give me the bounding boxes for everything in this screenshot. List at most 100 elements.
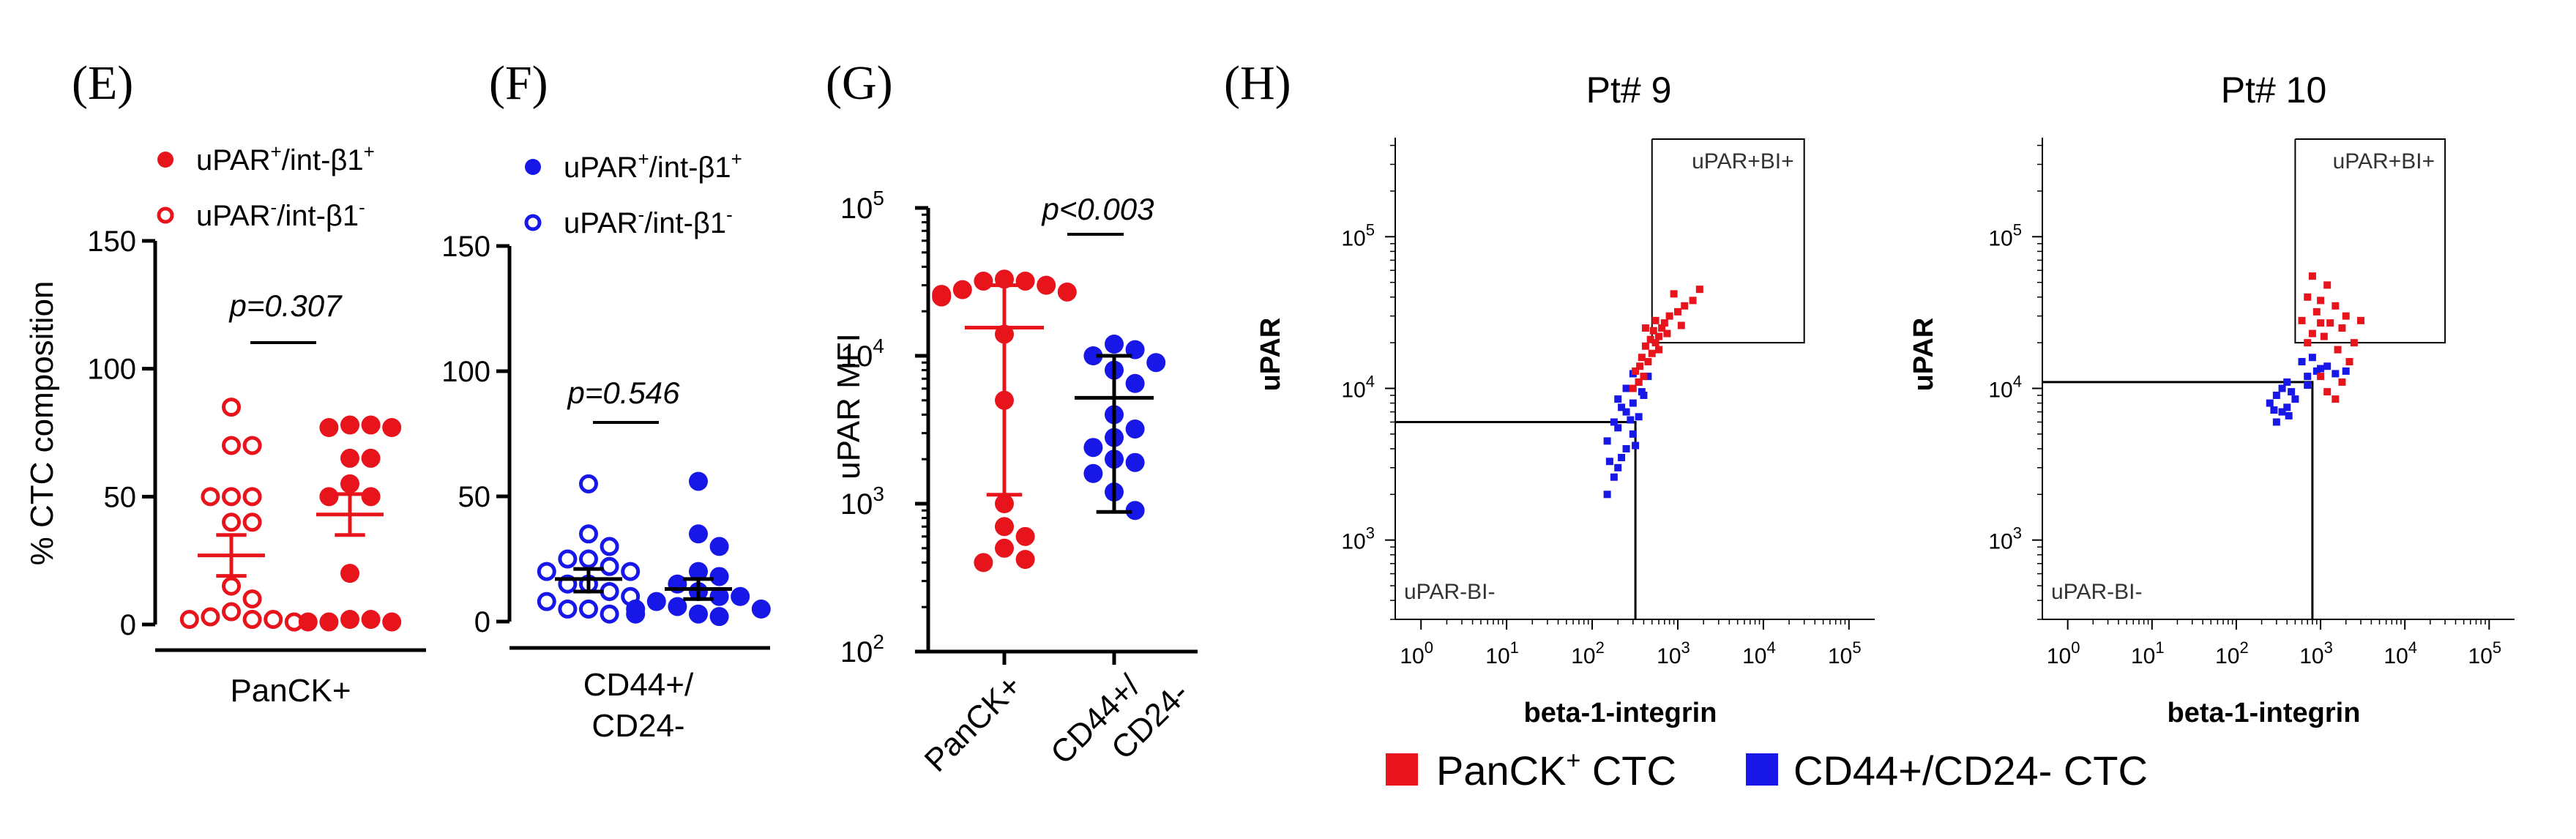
data-point-e-open	[222, 436, 241, 455]
data-point-f-open	[537, 562, 556, 581]
event-point	[2338, 378, 2346, 386]
data-point-f-open	[600, 581, 619, 601]
x-tick-label: 100	[2047, 638, 2080, 668]
data-point-f-open	[600, 556, 619, 576]
y-tick-label-e: 50	[104, 481, 137, 513]
gate-label-upper: uPAR+BI+	[2333, 149, 2435, 174]
legend-e: uPAR+/int-β1+ uPAR-/int-β1-	[157, 141, 375, 232]
data-point-g-0	[1057, 282, 1077, 302]
data-point-g-1	[1083, 438, 1103, 458]
legend-swatch-panck	[1386, 753, 1418, 786]
data-point-e-open	[222, 576, 241, 596]
gate-lower-left	[2042, 381, 2314, 619]
event-point	[1629, 384, 1637, 392]
data-point-g-0	[995, 517, 1014, 537]
y-tick-label-e: 100	[87, 354, 136, 386]
event-point	[2283, 403, 2291, 411]
data-point-e-filled	[382, 612, 402, 632]
x-tick-label: 103	[1657, 638, 1690, 668]
points-g	[932, 269, 1166, 573]
data-point-g-1	[1125, 452, 1145, 472]
event-point	[1635, 378, 1643, 386]
data-point-f-open	[579, 524, 598, 544]
event-point	[2317, 297, 2325, 305]
event-point	[2288, 388, 2296, 396]
y-tick-label: 105	[1988, 220, 2022, 250]
panel-label-h: (H)	[1224, 56, 1291, 110]
event-point	[1614, 424, 1622, 432]
event-point	[2312, 307, 2321, 316]
data-point-f-open	[579, 549, 598, 569]
y-axis-g: 102 103 104 105	[840, 187, 930, 668]
event-point	[1614, 395, 1622, 403]
event-point	[2323, 362, 2332, 370]
x-tick-label: 105	[2468, 638, 2502, 668]
event-point	[2304, 373, 2312, 381]
x-tick-label: 104	[1742, 638, 1776, 668]
y-tick-label-e: 150	[87, 225, 136, 258]
data-point-e-open	[264, 610, 283, 630]
data-point-e-filled	[340, 415, 359, 435]
gate-label-upper: uPAR+BI+	[1692, 149, 1794, 174]
data-point-g-1	[1125, 373, 1145, 393]
event-point	[1636, 362, 1644, 370]
legend-swatch-cd44	[1746, 753, 1778, 786]
event-point	[2266, 399, 2274, 407]
flow-plot-pt9: Pt# 9 uPAR beta-1-integrin 100 101 102 103 104 1…	[1255, 70, 1875, 728]
event-point	[2332, 395, 2340, 403]
event-point	[2304, 339, 2312, 347]
event-point	[1651, 339, 1660, 347]
event-point	[1681, 302, 1689, 310]
gate-lower-left	[1395, 420, 1637, 619]
gate-label-lower: uPAR-BI-	[2051, 580, 2142, 604]
event-point	[2317, 365, 2325, 373]
y-axis-label-e: % CTC composition	[24, 281, 60, 566]
event-point	[1655, 332, 1663, 340]
data-point-g-0	[1015, 550, 1035, 570]
legend-label-e: uPAR+/int-β1+	[196, 141, 375, 176]
event-point	[2272, 391, 2280, 399]
data-point-g-0	[995, 538, 1014, 558]
x-axis-label-f-line1: CD44+/	[583, 667, 694, 703]
event-point	[1644, 358, 1652, 366]
event-point	[1658, 324, 1666, 332]
event-point	[2312, 367, 2321, 375]
event-point	[1638, 388, 1646, 396]
y-axis-label: uPAR	[1255, 318, 1286, 392]
data-point-e-open	[222, 602, 241, 622]
data-point-e-filled	[361, 448, 381, 468]
event-point	[2283, 378, 2291, 386]
event-point	[1646, 335, 1654, 343]
event-point	[1629, 399, 1637, 407]
event-point	[1641, 324, 1649, 332]
event-point	[1610, 418, 1618, 426]
y-tick-label-f: 100	[441, 356, 490, 388]
event-point	[1622, 444, 1630, 452]
event-point	[1651, 316, 1660, 324]
event-point	[1655, 346, 1663, 354]
event-point	[1648, 349, 1656, 357]
data-point-e-filled	[340, 564, 359, 583]
legend-label-f: uPAR+/int-β1+	[564, 148, 742, 184]
event-point	[1618, 453, 1626, 461]
data-point-g-0	[974, 271, 993, 291]
data-point-g-0	[952, 280, 972, 299]
plot-title: Pt# 9	[1586, 70, 1672, 111]
event-point	[1640, 373, 1648, 381]
panel-g: (G) uPAR MFI 102 103 104 105 PanCK+ CD44+/CD…	[826, 56, 1198, 779]
event-point	[1635, 413, 1643, 421]
x-categories-g: PanCK+ CD44+/CD24-	[918, 652, 1196, 779]
data-point-e-filled	[340, 610, 359, 630]
data-point-f-filled	[709, 586, 729, 606]
gate-label-lower: uPAR-BI-	[1404, 580, 1495, 604]
panel-label-e: (E)	[72, 56, 133, 110]
flow-plot-pt10: Pt# 10 uPAR beta-1-integrin 100 101 102 103 104…	[1908, 70, 2515, 728]
legend-label-f: uPAR-/int-β1-	[564, 204, 733, 239]
data-point-e-filled	[319, 418, 339, 438]
event-point	[1632, 367, 1640, 375]
event-point	[2326, 319, 2334, 327]
event-point	[2332, 370, 2340, 378]
event-point	[2270, 406, 2278, 414]
event-point	[2350, 339, 2358, 347]
y-axis-label-g: uPAR MFI	[831, 333, 867, 480]
